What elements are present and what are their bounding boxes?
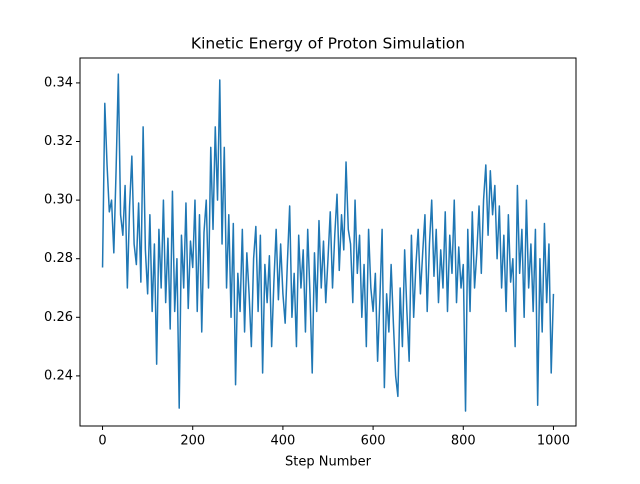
axes-frame <box>79 57 577 427</box>
x-tick-label: 200 <box>180 434 205 449</box>
x-tick-label: 800 <box>451 434 476 449</box>
y-tick-label: 0.28 <box>44 251 73 266</box>
x-tick-label: 600 <box>361 434 386 449</box>
x-tick-label: 1000 <box>537 434 570 449</box>
x-axis-label: Step Number <box>285 455 372 470</box>
y-tick-label: 0.26 <box>44 310 73 325</box>
x-tick-label: 0 <box>98 434 106 449</box>
chart-title: Kinetic Energy of Proton Simulation <box>191 35 465 53</box>
x-tick-label: 400 <box>270 434 295 449</box>
data-line <box>101 73 555 412</box>
y-tick-label: 0.34 <box>44 75 73 90</box>
y-tick-label: 0.32 <box>44 134 73 149</box>
y-tick-label: 0.24 <box>44 368 73 383</box>
y-tick-label: 0.30 <box>44 193 73 208</box>
